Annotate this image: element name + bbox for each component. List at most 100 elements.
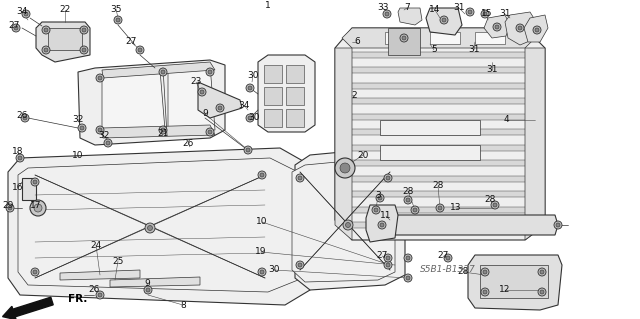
- Polygon shape: [380, 145, 480, 160]
- Circle shape: [147, 226, 152, 231]
- Text: 10: 10: [72, 151, 84, 160]
- Text: 18: 18: [12, 147, 24, 157]
- Polygon shape: [258, 55, 315, 132]
- Circle shape: [481, 268, 489, 276]
- Text: 35: 35: [110, 4, 122, 13]
- Polygon shape: [102, 125, 215, 138]
- Text: 20: 20: [357, 151, 369, 160]
- Polygon shape: [342, 114, 535, 120]
- Circle shape: [248, 86, 252, 90]
- Polygon shape: [366, 205, 398, 242]
- Polygon shape: [342, 67, 535, 73]
- Circle shape: [298, 176, 302, 180]
- Circle shape: [438, 206, 442, 210]
- Text: 30: 30: [247, 70, 259, 79]
- Polygon shape: [525, 48, 545, 240]
- Polygon shape: [264, 109, 282, 127]
- Polygon shape: [110, 277, 200, 287]
- Circle shape: [378, 196, 382, 200]
- Polygon shape: [168, 64, 215, 134]
- Text: 14: 14: [429, 5, 441, 14]
- Circle shape: [538, 288, 546, 296]
- Circle shape: [98, 76, 102, 80]
- Circle shape: [34, 204, 42, 212]
- Text: 21: 21: [157, 129, 169, 137]
- Circle shape: [144, 286, 152, 294]
- Circle shape: [116, 18, 120, 22]
- Text: FR.: FR.: [68, 294, 88, 304]
- Circle shape: [493, 23, 501, 31]
- Text: 13: 13: [451, 204, 461, 212]
- Circle shape: [248, 116, 252, 120]
- Circle shape: [404, 254, 412, 262]
- Polygon shape: [484, 15, 510, 38]
- Circle shape: [483, 270, 487, 274]
- Text: 16: 16: [12, 183, 24, 192]
- Circle shape: [411, 206, 419, 214]
- Circle shape: [446, 256, 450, 260]
- Polygon shape: [385, 32, 415, 44]
- Text: 9: 9: [202, 109, 208, 118]
- Circle shape: [378, 221, 386, 229]
- Text: 28: 28: [458, 268, 468, 277]
- Circle shape: [540, 290, 544, 294]
- Circle shape: [383, 10, 391, 18]
- Circle shape: [335, 158, 355, 178]
- Circle shape: [42, 26, 50, 34]
- Circle shape: [31, 178, 39, 186]
- Circle shape: [200, 90, 204, 94]
- Text: 17: 17: [30, 201, 42, 210]
- Polygon shape: [78, 60, 225, 145]
- Circle shape: [246, 84, 254, 92]
- Circle shape: [516, 24, 524, 32]
- Polygon shape: [286, 87, 304, 105]
- Circle shape: [346, 222, 351, 227]
- Text: 11: 11: [380, 211, 392, 220]
- Circle shape: [538, 268, 546, 276]
- Circle shape: [78, 124, 86, 132]
- Circle shape: [380, 223, 384, 227]
- Polygon shape: [342, 222, 535, 228]
- Polygon shape: [388, 28, 420, 55]
- Text: 12: 12: [499, 286, 511, 294]
- Text: 10: 10: [256, 218, 268, 226]
- Circle shape: [384, 174, 392, 182]
- Text: 26: 26: [182, 138, 194, 147]
- Circle shape: [145, 223, 155, 233]
- Polygon shape: [22, 178, 36, 200]
- Circle shape: [24, 12, 28, 16]
- Circle shape: [468, 10, 472, 14]
- Polygon shape: [264, 65, 282, 83]
- Circle shape: [406, 276, 410, 280]
- Circle shape: [436, 204, 444, 212]
- Circle shape: [159, 68, 167, 76]
- Circle shape: [31, 268, 39, 276]
- Circle shape: [14, 26, 18, 30]
- Text: 31: 31: [453, 4, 465, 12]
- Polygon shape: [198, 82, 242, 118]
- Text: 15: 15: [481, 10, 493, 19]
- Polygon shape: [342, 129, 535, 135]
- Circle shape: [491, 201, 499, 209]
- Text: 27: 27: [376, 251, 388, 261]
- Polygon shape: [342, 83, 535, 89]
- Circle shape: [386, 176, 390, 180]
- Circle shape: [33, 180, 37, 184]
- Text: 4: 4: [503, 115, 509, 124]
- Polygon shape: [102, 62, 215, 78]
- Circle shape: [386, 256, 390, 260]
- Text: S5B1-B1327: S5B1-B1327: [420, 265, 476, 275]
- Polygon shape: [18, 158, 298, 292]
- Polygon shape: [286, 109, 304, 127]
- Polygon shape: [426, 8, 462, 35]
- Text: 32: 32: [72, 115, 84, 123]
- Circle shape: [444, 254, 452, 262]
- Polygon shape: [264, 87, 282, 105]
- Text: 8: 8: [180, 300, 186, 309]
- Circle shape: [161, 128, 165, 132]
- Circle shape: [374, 208, 378, 212]
- Circle shape: [104, 139, 112, 147]
- Circle shape: [298, 263, 302, 267]
- Circle shape: [8, 206, 12, 210]
- Circle shape: [114, 16, 122, 24]
